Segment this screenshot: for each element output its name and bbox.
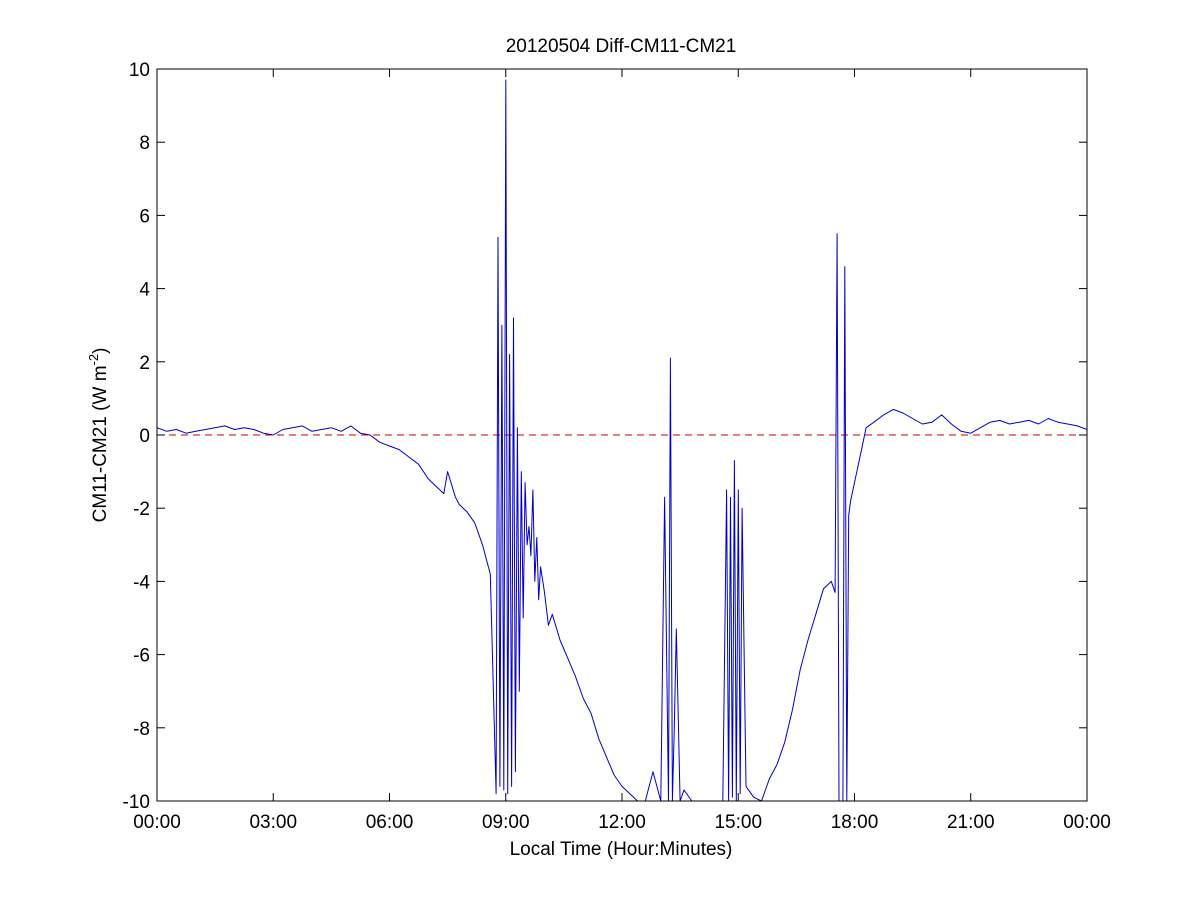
y-tick-label: 10 xyxy=(129,60,150,81)
y-tick-label: -10 xyxy=(123,792,150,813)
y-tick-label: 0 xyxy=(139,426,150,447)
x-tick-label: 09:00 xyxy=(482,812,530,833)
x-axis-label: Local Time (Hour:Minutes) xyxy=(510,839,733,860)
y-tick-label: -6 xyxy=(133,646,150,667)
x-tick-label: 18:00 xyxy=(831,812,879,833)
y-tick-label: -4 xyxy=(133,572,150,593)
x-tick-label: 12:00 xyxy=(598,812,646,833)
y-axis-label-main: CM11-CM21 (W m xyxy=(90,365,111,522)
x-tick-label: 00:00 xyxy=(133,812,181,833)
y-tick-label: 8 xyxy=(139,133,150,154)
x-tick-label: 21:00 xyxy=(947,812,995,833)
y-axis-label-superscript: -2 xyxy=(86,354,101,366)
x-tick-label: 06:00 xyxy=(366,812,414,833)
x-tick-label: 00:00 xyxy=(1063,812,1111,833)
y-tick-label: 2 xyxy=(139,353,150,374)
y-tick-label: 6 xyxy=(139,206,150,227)
x-axis-ticks: 00:00 03:00 06:00 09:00 12:00 15:00 18:00 21:00… xyxy=(133,69,1111,833)
y-axis-ticks: -10 -8 -6 -4 -2 0 2 4 6 8 10 xyxy=(123,60,1087,813)
y-tick-label: 4 xyxy=(139,280,150,301)
plot-area xyxy=(157,79,1087,801)
chart-title: 20120504 Diff-CM11-CM21 xyxy=(506,36,737,57)
y-axis-label: CM11-CM21 (W m-2) xyxy=(86,348,111,523)
x-tick-label: 03:00 xyxy=(249,812,297,833)
y-tick-label: -2 xyxy=(133,499,150,520)
y-tick-label: -8 xyxy=(133,719,150,740)
x-tick-label: 15:00 xyxy=(714,812,762,833)
y-axis-label-close: ) xyxy=(90,348,111,354)
series-line-0 xyxy=(157,79,1087,801)
